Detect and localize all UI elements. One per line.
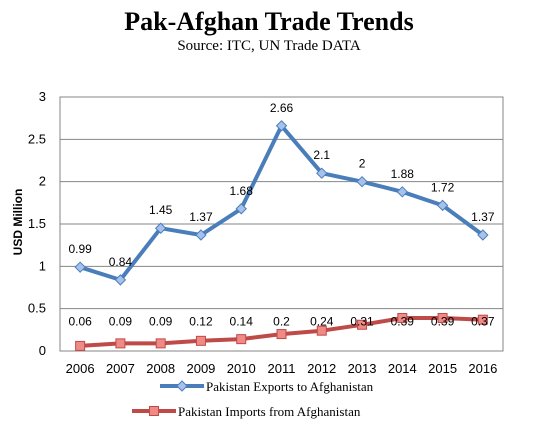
data-point <box>477 229 489 241</box>
data-label: 1.68 <box>230 184 254 198</box>
x-tick-label: 2016 <box>468 361 497 376</box>
series-layer <box>74 120 489 351</box>
legend: Pakistan Exports to Afghanistan Pakistan … <box>132 379 374 419</box>
data-label: 1.88 <box>391 167 415 181</box>
data-label: 1.37 <box>471 210 495 224</box>
data-label: 0.37 <box>471 315 495 329</box>
data-label: 2 <box>359 157 366 171</box>
data-point <box>397 312 408 323</box>
data-point <box>316 167 328 179</box>
y-tick-label: 1 <box>39 258 46 273</box>
data-point <box>436 199 449 212</box>
data-label: 1.45 <box>149 203 173 217</box>
data-label: 1.72 <box>431 180 455 194</box>
data-label: 0.39 <box>431 315 455 329</box>
data-point <box>235 203 247 215</box>
data-label: 2.1 <box>313 148 330 162</box>
x-tick-label: 2015 <box>428 361 457 376</box>
data-point <box>357 319 368 330</box>
y-tick-label: 1.5 <box>28 216 46 231</box>
x-tick-label: 2009 <box>186 361 215 376</box>
data-point <box>74 261 86 273</box>
data-label: 0.09 <box>109 315 133 329</box>
data-point <box>356 175 368 188</box>
series-2 <box>75 312 488 351</box>
x-tick-label: 2008 <box>146 361 175 376</box>
data-point <box>396 186 409 198</box>
data-point <box>75 340 86 351</box>
legend-label: Pakistan Exports to Afghanistan <box>206 379 374 394</box>
x-tick-label: 2012 <box>307 361 336 376</box>
y-tick-label: 0.5 <box>28 301 46 316</box>
legend-marker <box>149 406 159 416</box>
data-point <box>477 314 488 325</box>
data-point <box>437 312 448 323</box>
data-labels: 0.99 0.84 1.45 1.37 1.68 2.66 2.1 2 1.88 1.72 1.37… <box>68 101 494 329</box>
data-point <box>276 329 287 340</box>
x-tick-label: 2010 <box>227 361 256 376</box>
data-label: 0.2 <box>273 315 290 329</box>
x-tick-label: 2013 <box>348 361 377 376</box>
series-line <box>79 123 485 282</box>
data-label: 0.12 <box>189 315 213 329</box>
data-label: 0.09 <box>149 315 173 329</box>
legend-label: Pakistan Imports from Afghanistan <box>178 404 361 419</box>
data-point <box>114 274 127 286</box>
y-tick-label: 2 <box>39 174 46 189</box>
chart-title: Pak-Afghan Trade Trends <box>124 7 413 36</box>
data-point <box>316 325 327 336</box>
series-1 <box>74 120 489 286</box>
y-axis-ticks: 0 0.5 1 1.5 2 2.5 3 <box>28 89 46 358</box>
data-label: 0.99 <box>68 242 92 256</box>
y-tick-label: 3 <box>39 89 46 104</box>
data-label: 0.06 <box>68 315 92 329</box>
x-tick-label: 2006 <box>66 361 95 376</box>
x-tick-label: 2014 <box>388 361 417 376</box>
data-point <box>115 338 126 349</box>
data-point <box>195 229 207 241</box>
x-tick-label: 2011 <box>268 361 296 376</box>
data-label: 1.37 <box>189 210 213 224</box>
grid-lines <box>60 96 503 352</box>
data-point <box>275 120 288 132</box>
data-label: 0.84 <box>109 255 133 269</box>
data-point <box>155 338 166 349</box>
data-label: 0.14 <box>230 315 254 329</box>
x-axis-ticks: 2006 2007 2008 2009 2010 2011 2012 2013 2014 2015… <box>66 361 498 376</box>
chart-subtitle: Source: ITC, UN Trade DATA <box>177 38 361 54</box>
data-label: 0.39 <box>391 315 415 329</box>
data-label: 0.24 <box>310 315 334 329</box>
data-point <box>236 334 247 345</box>
legend-marker <box>176 380 188 392</box>
y-tick-label: 2.5 <box>28 131 46 146</box>
y-axis-label: USD Million <box>11 189 25 256</box>
data-label: 2.66 <box>270 101 294 115</box>
data-point <box>195 335 206 346</box>
data-label: 0.31 <box>350 315 374 329</box>
data-point <box>154 222 167 234</box>
y-tick-label: 0 <box>39 343 46 358</box>
x-tick-label: 2007 <box>106 361 135 376</box>
plot-area <box>59 96 504 352</box>
